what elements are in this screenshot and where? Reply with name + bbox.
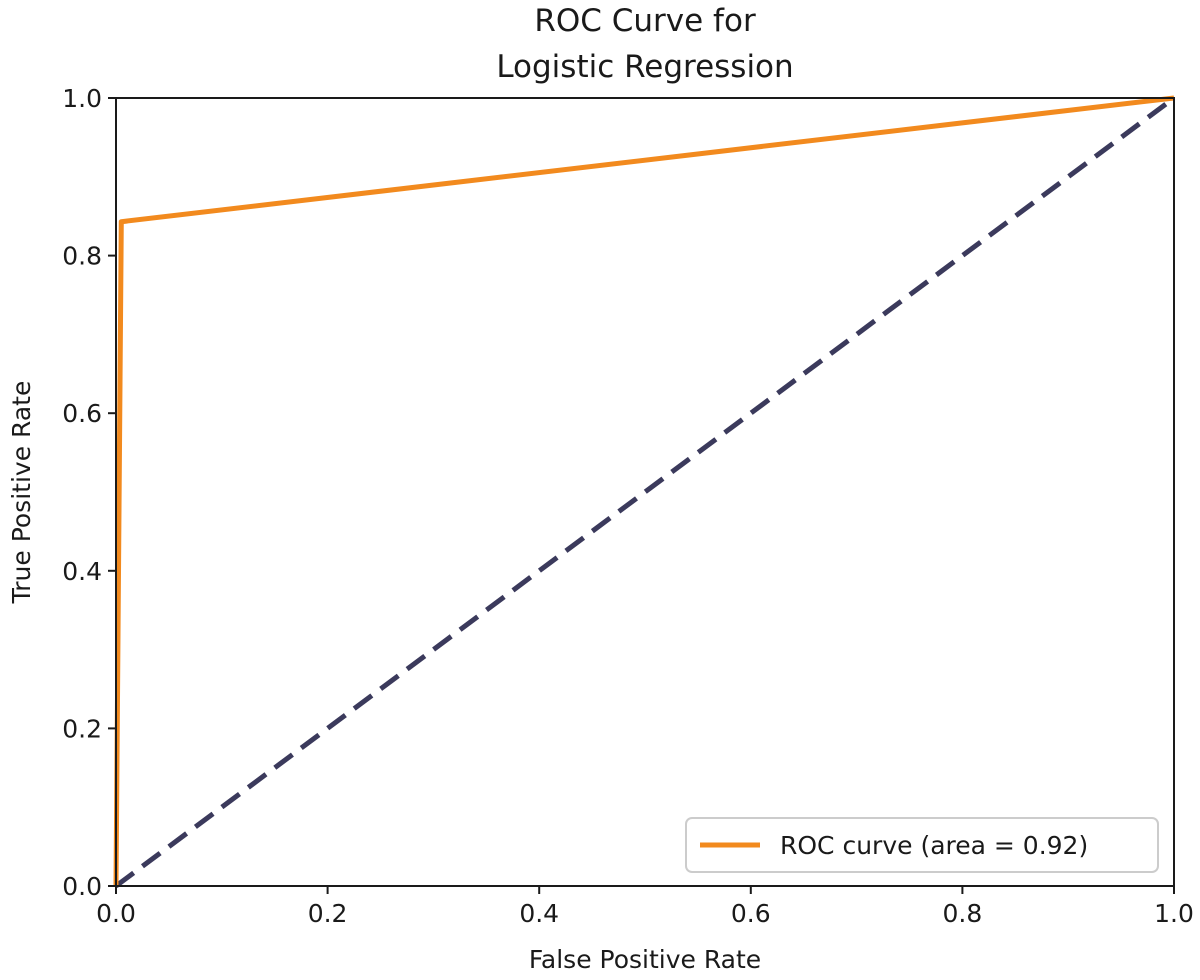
x-tick-label: 0.8	[943, 899, 983, 928]
x-tick-label: 0.6	[731, 899, 771, 928]
roc-curve-line	[113, 95, 1175, 887]
plot-frame	[115, 97, 1175, 887]
x-axis-label: False Positive Rate	[529, 945, 761, 974]
y-tick-label: 1.0	[62, 84, 102, 113]
chance-diagonal-line	[114, 95, 1176, 889]
axes: 0.0 0.2 0.4 0.6 0.8 1.0 0.0 0.2 0.4 0.6 0.8 1.0	[62, 84, 1194, 928]
y-tick-label: 0.2	[62, 714, 102, 743]
legend: ROC curve (area = 0.92)	[685, 817, 1159, 873]
y-tick-label: 0.4	[62, 557, 102, 586]
legend-box	[685, 817, 1159, 873]
y-tick-label: 0.8	[62, 242, 102, 271]
chart-title-line-2: Logistic Regression	[496, 49, 793, 85]
x-tick-label: 1.0	[1154, 899, 1194, 928]
y-tick-label: 0.0	[62, 872, 102, 901]
chart-title: ROC Curve for Logistic Regression	[496, 3, 793, 85]
x-tick-label: 0.4	[519, 899, 559, 928]
plot-area	[113, 95, 1176, 889]
x-tick-label: 0.0	[96, 899, 136, 928]
y-tick-label: 0.6	[62, 399, 102, 428]
chart-title-line-1: ROC Curve for	[534, 3, 756, 39]
x-tick-label: 0.2	[308, 899, 348, 928]
y-axis-label: True Positive Rate	[7, 381, 36, 605]
legend-label-roc: ROC curve (area = 0.92)	[780, 831, 1088, 860]
